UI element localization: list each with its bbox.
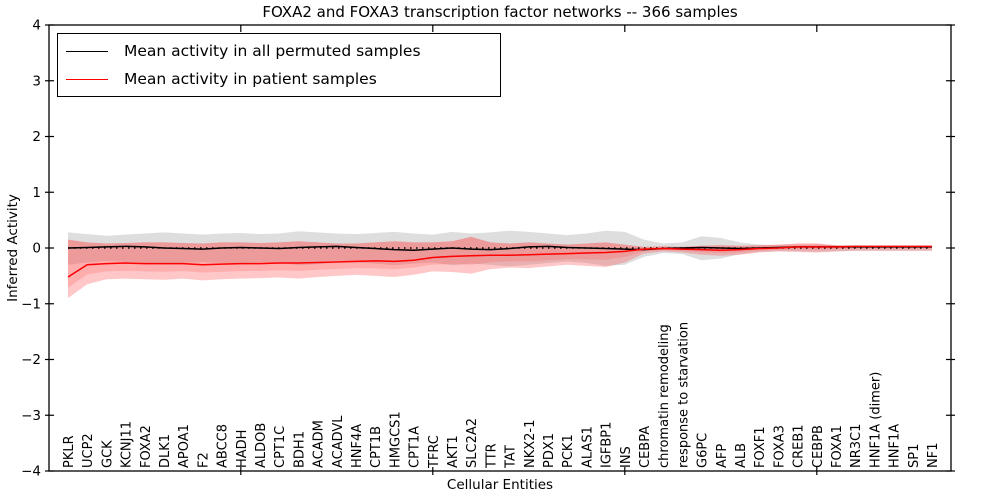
- y-tick-label: −1: [21, 296, 41, 312]
- legend: Mean activity in all permuted samples Me…: [57, 33, 501, 97]
- x-tick-label: AFP: [715, 444, 730, 468]
- x-tick-label: FOXA1: [830, 425, 845, 468]
- x-tick-label: TFRC: [427, 435, 442, 469]
- x-tick-label: AKT1: [446, 435, 461, 468]
- x-tick-label: UCP2: [81, 433, 96, 468]
- x-tick-label: NF1: [926, 443, 941, 468]
- legend-item-permuted: Mean activity in all permuted samples: [66, 41, 500, 61]
- y-tick-label: 2: [32, 129, 41, 145]
- legend-line-sample-black: [66, 50, 108, 52]
- patient-mean-line: [67, 245, 932, 278]
- y-tick-label: 3: [32, 73, 41, 89]
- x-tick-label: PKLR: [62, 435, 77, 468]
- x-tick-label: HNF1A (dimer): [868, 372, 883, 468]
- x-tick-label: DLK1: [158, 434, 173, 468]
- y-tick-label: 1: [32, 185, 41, 201]
- x-tick-label: NR3C1: [849, 424, 864, 468]
- x-tick-label: ACADVL: [331, 415, 346, 468]
- x-tick-label: CREB1: [792, 424, 807, 468]
- x-tick-label: KCNJ11: [120, 421, 135, 468]
- y-tick-label: 0: [32, 241, 41, 257]
- x-axis-label: Cellular Entities: [446, 477, 554, 493]
- y-axis-label: Inferred Activity: [5, 194, 21, 302]
- x-tick-label: INS: [619, 446, 634, 468]
- patient-range-band: [68, 236, 932, 299]
- x-tick-label: TTR: [484, 443, 499, 469]
- x-tick-label: chromatin remodeling: [657, 324, 672, 468]
- x-tick-label: HNF1A: [888, 424, 903, 468]
- x-tick-label: G6PC: [696, 433, 711, 468]
- y-tick-label: −4: [21, 464, 41, 480]
- x-tick-label: HNF4A: [350, 424, 365, 468]
- chart-title: FOXA2 and FOXA3 transcription factor net…: [262, 3, 738, 21]
- x-tick-label: ACADM: [312, 420, 327, 468]
- legend-label: Mean activity in patient samples: [124, 70, 377, 88]
- legend-line-sample-red: [66, 78, 108, 80]
- x-tick-label: FOXF1: [753, 426, 768, 468]
- x-tick-label: PCK1: [561, 434, 576, 468]
- x-tick-label: CEBPB: [811, 425, 826, 468]
- x-tick-label: GCK: [100, 440, 115, 468]
- x-tick-label: FOXA2: [139, 425, 154, 468]
- x-tick-label: CPT1B: [369, 426, 384, 468]
- y-tick-label: 4: [32, 18, 41, 34]
- x-tick-label: CPT1C: [273, 426, 288, 468]
- x-tick-label: IGFBP1: [600, 422, 615, 468]
- x-tick-label: ABCC8: [216, 424, 231, 468]
- x-tick-label: HADH: [235, 430, 250, 468]
- x-tick-label: NKX2-1: [523, 420, 538, 468]
- x-tick-label: ALB: [734, 443, 749, 468]
- x-tick-label: HMGCS1: [388, 411, 403, 468]
- x-tick-label: FOXA3: [772, 425, 787, 468]
- x-tick-label: PDX1: [542, 433, 557, 468]
- x-tick-label: SP1: [907, 444, 922, 468]
- x-tick-label: ALAS1: [580, 426, 595, 468]
- x-tick-label: CPT1A: [408, 426, 423, 468]
- legend-item-patient: Mean activity in patient samples: [66, 69, 500, 89]
- y-tick-label: −3: [21, 408, 41, 424]
- x-tick-label: TAT: [504, 445, 519, 469]
- x-tick-label: response to starvation: [676, 322, 691, 468]
- x-tick-label: BDH1: [292, 431, 307, 468]
- y-tick-label: −2: [21, 352, 41, 368]
- x-tick-label: CEBPA: [638, 426, 653, 468]
- x-tick-label: SLC2A2: [465, 418, 480, 468]
- x-tick-label: F2: [196, 452, 211, 468]
- legend-label: Mean activity in all permuted samples: [124, 42, 421, 60]
- x-tick-label: APOA1: [177, 424, 192, 468]
- x-tick-label: ALDOB: [254, 423, 269, 468]
